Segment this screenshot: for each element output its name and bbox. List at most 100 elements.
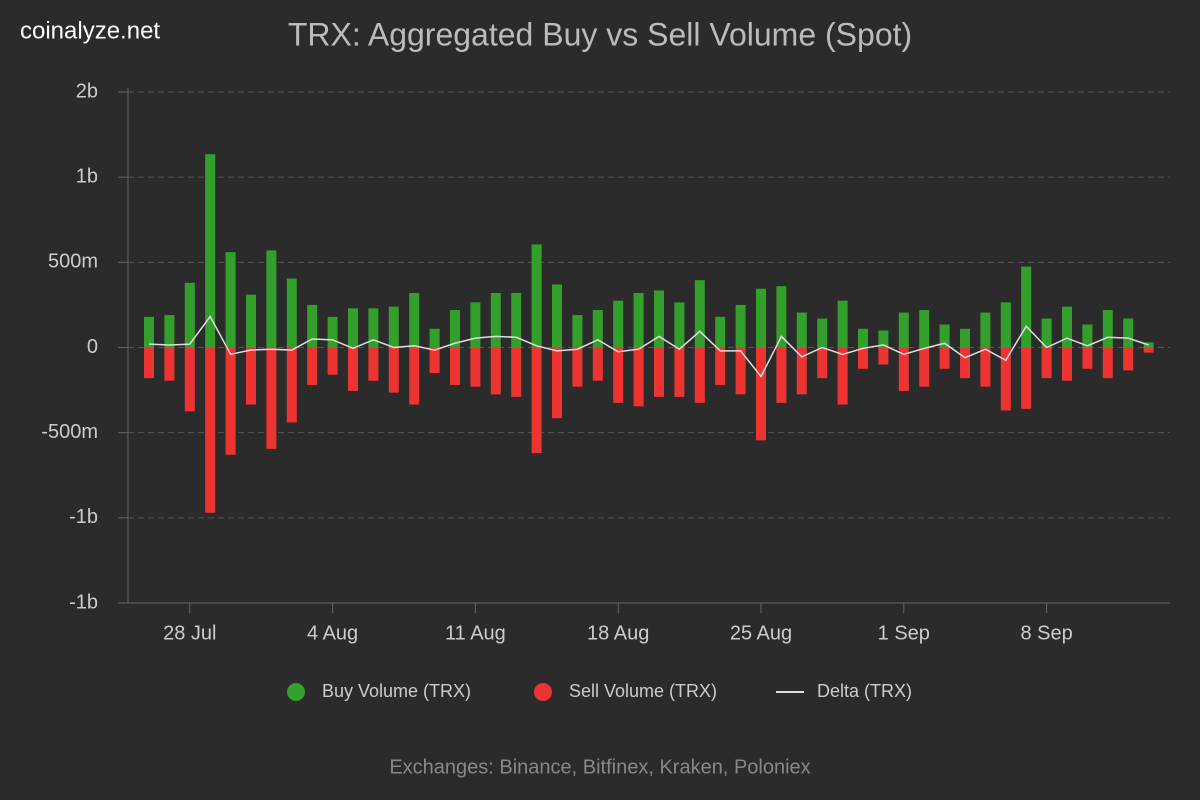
y-tick-label: 500m	[48, 251, 98, 273]
x-tick-label: 1 Sep	[878, 622, 930, 644]
footer: Exchanges: Binance, Bitfinex, Kraken, Po…	[389, 756, 810, 778]
bar	[266, 347, 277, 449]
bar	[694, 347, 705, 403]
bar	[674, 347, 685, 397]
bar	[409, 292, 420, 348]
bar	[286, 278, 297, 348]
bar	[327, 316, 338, 348]
bar	[1021, 266, 1032, 348]
bar	[531, 347, 542, 454]
bar	[1123, 347, 1134, 371]
bar	[1041, 318, 1052, 348]
bar	[327, 347, 338, 375]
x-tick-label: 8 Sep	[1020, 622, 1072, 644]
bar	[164, 315, 175, 348]
y-tick-label: -500m	[41, 421, 98, 443]
bar	[511, 347, 522, 397]
bar	[776, 286, 787, 348]
bar	[205, 347, 216, 513]
chart-title: TRX: Aggregated Buy vs Sell Volume (Spot…	[288, 16, 912, 52]
bar	[756, 347, 766, 441]
bar	[858, 328, 868, 348]
bar	[429, 328, 440, 348]
brand: coinalyze.net	[20, 17, 160, 44]
bar	[572, 347, 583, 387]
bar	[368, 347, 379, 381]
bar	[1102, 347, 1113, 379]
bar	[1082, 347, 1093, 369]
bar	[735, 347, 746, 395]
bar	[490, 347, 501, 395]
legend-label: Sell Volume (TRX)	[569, 681, 717, 701]
bar	[470, 302, 481, 348]
bar	[796, 347, 807, 395]
bar	[572, 315, 583, 348]
bar	[1000, 347, 1011, 411]
bar	[919, 347, 930, 387]
x-tick-label: 11 Aug	[445, 622, 506, 644]
bar	[592, 347, 603, 381]
bar	[470, 347, 481, 387]
bar	[654, 347, 664, 397]
bar	[817, 318, 828, 348]
bar	[184, 282, 195, 348]
bar	[960, 328, 970, 348]
bar	[592, 310, 603, 348]
x-tick-label: 25 Aug	[730, 622, 792, 644]
bar	[939, 324, 950, 348]
bar	[348, 347, 358, 391]
y-tick-label: 0	[87, 336, 98, 358]
bar	[980, 347, 991, 387]
bar	[715, 316, 726, 348]
bar	[1143, 347, 1154, 353]
x-tick-label: 28 Jul	[163, 622, 216, 644]
bar	[1082, 324, 1093, 348]
x-tick-label: 18 Aug	[587, 622, 649, 644]
bar	[368, 308, 379, 348]
bar	[756, 288, 766, 348]
legend-label: Delta (TRX)	[817, 681, 912, 701]
bar	[1102, 310, 1113, 348]
y-tick-label: 2b	[76, 80, 98, 102]
bar	[980, 312, 991, 348]
bar	[388, 347, 399, 393]
bar	[939, 347, 950, 369]
bar	[674, 302, 685, 348]
bar	[837, 347, 848, 405]
bar	[837, 300, 848, 348]
bar	[184, 347, 195, 412]
y-tick-label: -1b	[69, 591, 98, 613]
x-tick-label: 4 Aug	[307, 622, 358, 644]
bar	[511, 292, 522, 348]
bar	[225, 252, 236, 348]
y-tick-label: -1b	[69, 506, 98, 528]
bar	[1123, 318, 1134, 348]
bar	[348, 308, 358, 348]
bar	[388, 306, 399, 348]
bar	[450, 310, 460, 348]
bar	[286, 347, 297, 423]
bar	[1041, 347, 1052, 379]
bar	[878, 347, 889, 365]
bar	[144, 347, 154, 379]
bar	[817, 347, 828, 379]
bar	[429, 347, 440, 374]
bar	[613, 300, 624, 348]
bar	[552, 284, 562, 348]
bar	[1062, 306, 1072, 348]
bar	[409, 347, 420, 405]
bar	[225, 347, 236, 455]
bar	[531, 244, 542, 348]
bar	[858, 347, 868, 369]
bar	[898, 347, 909, 391]
bar	[246, 294, 256, 348]
bar	[1000, 302, 1011, 348]
bar	[1062, 347, 1072, 381]
bar	[960, 347, 970, 379]
legend-label: Buy Volume (TRX)	[322, 681, 471, 701]
bar	[552, 347, 562, 419]
bar	[246, 347, 256, 405]
